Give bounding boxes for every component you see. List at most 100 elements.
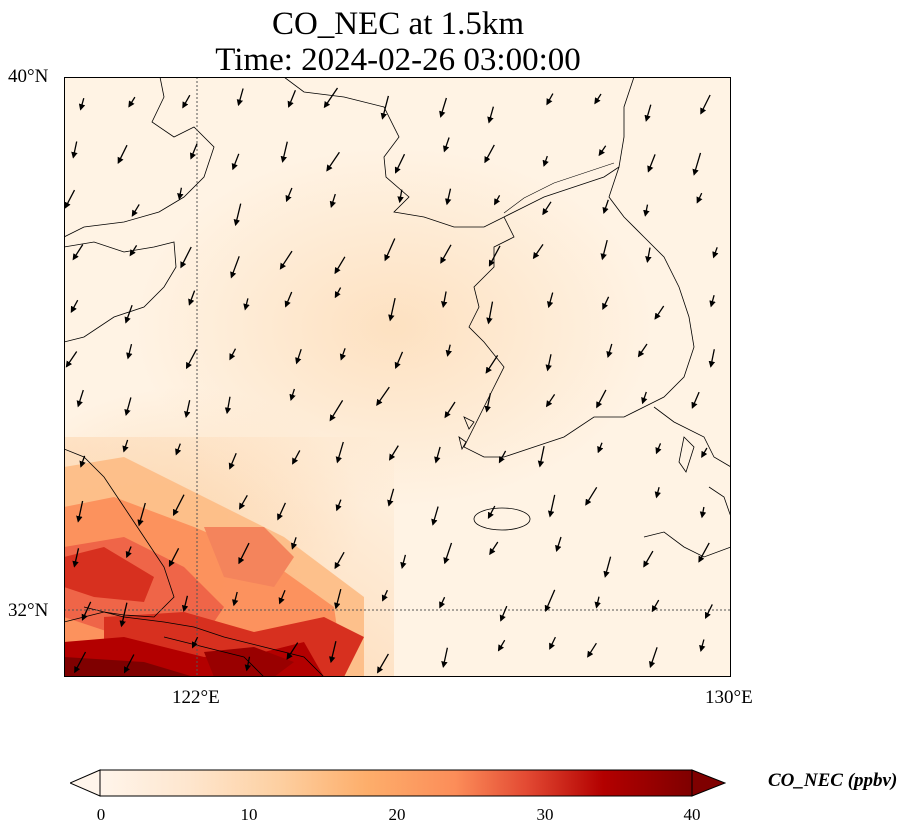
wind-arrow-60 [486,301,494,325]
wind-arrow-132 [181,595,189,612]
wind-arrow-41 [180,246,192,269]
wind-arrow-124 [443,542,453,565]
wind-arrow-37 [643,204,650,217]
wind-arrow-32 [397,189,404,204]
lat-label-40n: 40°N [8,66,49,87]
wind-arrow-97 [389,445,399,461]
wind-arrow-133 [232,591,239,607]
wind-arrow-55 [243,298,250,311]
wind-arrow-31 [329,193,336,208]
wind-arrow-70 [339,348,346,361]
colorbar-extend-max [691,769,726,797]
wind-arrow-89 [641,391,648,405]
wind-arrow-128 [643,550,654,568]
wind-arrow-20 [443,137,450,153]
wind-arrow-99 [498,450,507,464]
wind-arrow-151 [497,639,506,652]
wind-arrow-38 [696,192,703,204]
wind-arrow-142 [705,604,713,619]
wind-arrow-86 [484,393,492,413]
wind-arrow-34 [494,194,501,206]
wind-arrow-146 [244,656,252,672]
wind-arrow-71 [394,351,404,369]
colorbar-gradient [99,769,693,797]
wind-arrow-52 [70,299,79,313]
wind-arrow-126 [555,536,562,553]
wind-arrow-129 [698,542,710,563]
wind-arrow-117 [72,548,80,568]
map-border [64,77,731,677]
wind-arrow-57 [334,287,342,299]
wind-arrow-48 [532,244,544,260]
wind-arrow-63 [654,305,665,320]
wind-arrow-76 [637,343,648,358]
wind-arrow-144 [123,654,135,674]
wind-arrow-35 [542,201,552,216]
wind-arrow-24 [647,154,656,173]
wind-arrow-5 [323,87,339,109]
wind-arrow-155 [699,639,706,652]
wind-arrow-107 [239,494,248,510]
wind-arrow-154 [649,647,658,669]
wind-arrow-115 [654,487,661,499]
wind-arrow-106 [173,494,185,517]
wind-arrow-66 [126,343,133,360]
wind-arrow-64 [709,295,716,308]
wind-arrow-88 [596,389,607,409]
wind-arrow-27 [131,204,140,217]
wind-arrow-105 [137,502,146,527]
wind-arrow-94 [228,453,237,470]
wind-arrow-137 [439,596,446,609]
wind-arrow-1 [128,96,136,108]
wind-arrow-134 [278,590,286,605]
wind-arrow-121 [290,537,298,550]
wind-arrow-92 [122,439,129,453]
wind-arrow-81 [224,396,232,415]
wind-arrow-49 [600,239,608,261]
wind-arrow-13 [71,141,78,159]
wind-arrow-18 [326,151,340,172]
wind-arrow-150 [441,647,449,668]
wind-arrow-44 [334,256,346,275]
wind-arrow-120 [238,542,250,565]
wind-arrow-82 [289,388,296,401]
wind-arrow-2 [182,94,191,109]
wind-arrow-111 [431,506,439,526]
wind-arrow-0 [78,98,86,111]
wind-arrow-148 [329,641,337,664]
wind-arrow-65 [65,351,78,368]
wind-arrow-4 [287,89,297,108]
wind-arrow-15 [189,143,198,160]
wind-arrow-28 [177,187,184,200]
wind-arrow-53 [124,304,133,324]
wind-arrow-101 [597,442,604,454]
wind-arrow-21 [484,144,495,164]
wind-arrow-30 [285,187,293,203]
wind-arrow-123 [400,554,407,569]
wind-arrow-77 [708,349,716,368]
wind-arrow-45 [384,238,396,262]
map-title-line1: CO_NEC at 1.5km [271,6,525,42]
wind-arrow-110 [387,488,395,507]
wind-arrow-26 [64,189,76,209]
wind-arrow-47 [488,245,501,267]
wind-arrow-69 [295,348,302,365]
wind-arrow-140 [594,596,601,609]
wind-arrow-7 [439,97,448,118]
map-title-line2: Time: 2024-02-26 03:00:00 [215,42,581,78]
wind-arrow-138 [499,605,508,622]
wind-arrow-135 [334,588,342,610]
wind-arrow-54 [188,290,196,306]
wind-arrow-87 [545,394,556,408]
wind-arrow-39 [72,244,84,261]
map-plot [64,77,731,677]
wind-arrow-75 [606,343,613,359]
wind-arrow-104 [76,500,84,523]
wind-arrow-68 [229,348,237,361]
wind-arrow-36 [602,199,609,215]
colorbar-label: CO_NEC (ppbv) [768,770,898,791]
wind-arrow-141 [651,599,660,613]
wind-arrow-40 [129,245,138,257]
wind-arrow-118 [125,546,132,559]
wind-arrow-12 [700,94,711,115]
